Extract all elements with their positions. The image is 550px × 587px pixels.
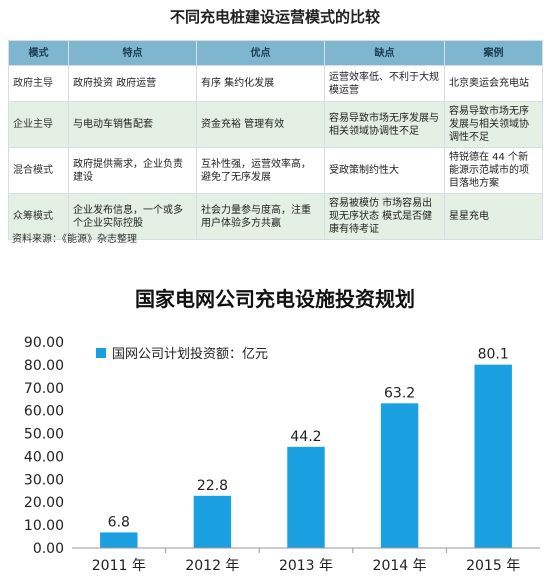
column-header: 特点 [68, 40, 197, 66]
legend-label: 国网公司计划投资额：亿元 [112, 347, 269, 362]
x-tick-label: 2013 年 [279, 558, 333, 574]
table-cell: 受政策制约性大 [324, 147, 445, 194]
y-tick-label: 60.00 [24, 404, 64, 420]
y-tick-label: 50.00 [24, 427, 64, 443]
y-tick-label: 10.00 [24, 518, 64, 534]
column-header: 案例 [444, 40, 543, 66]
bar [287, 446, 325, 548]
table-cell: 特锐德在 44 个新能源示范城市的项目落地方案 [444, 147, 543, 194]
table-title: 不同充电桩建设运营模式的比较 [169, 8, 380, 26]
bar-value-label: 6.8 [108, 514, 130, 530]
bar-value-label: 22.8 [197, 478, 228, 494]
table-row: 政府主导 政府投资 政府运营 有序 集约化发展 运营效率低、不利于大规模运营 北… [8, 65, 543, 102]
bar-value-label: 80.1 [478, 347, 509, 363]
table-row: 混合模式 政府提供需求，企业负责建设 互补性强，运营效率高，避免了无序发展 受政… [8, 147, 543, 194]
table-header-row: 模式 特点 优点 缺点 案例 [8, 40, 543, 66]
data-labels: 6.8 22.8 44.2 63.2 80.1 [108, 347, 509, 531]
comparison-table: 模式 特点 优点 缺点 案例 政府主导 政府投资 政府运营 有序 集约化发展 运… [8, 40, 543, 240]
x-tick-label: 2012 年 [185, 558, 239, 574]
bar [474, 364, 512, 548]
table-cell: 与电动车销售配套 [68, 101, 197, 148]
table-cell: 企业主导 [8, 101, 69, 148]
table-cell: 容易导致市场无序发展与相关领域协调性不足 [444, 101, 543, 148]
y-axis: 0.00 10.00 20.00 30.00 40.00 50.00 60.00 70.00 8… [24, 335, 64, 557]
column-header: 模式 [8, 40, 69, 66]
table-cell: 混合模式 [8, 147, 69, 194]
x-tick-label: 2011 年 [92, 558, 146, 574]
table-row: 众筹模式 企业发布信息，一个或多个企业实际控股 社会力量参与度高，注重用户体验多… [8, 193, 543, 240]
chart-title: 国家电网公司充电设施投资规划 [135, 287, 415, 311]
table-cell: 星星充电 [444, 193, 543, 240]
bar-value-label: 63.2 [384, 385, 415, 401]
y-tick-label: 90.00 [24, 335, 64, 351]
column-header: 优点 [196, 40, 325, 66]
y-tick-label: 40.00 [24, 449, 64, 465]
table-cell: 运营效率低、不利于大规模运营 [324, 65, 445, 102]
y-tick-label: 30.00 [24, 472, 64, 488]
bar [100, 532, 138, 548]
table-cell: 政府提供需求，企业负责建设 [68, 147, 197, 194]
table-cell: 容易导致市场无序发展与相关领域协调性不足 [324, 101, 445, 148]
x-axis: 2011 年 2012 年 2013 年 2014 年 2015 年 [72, 547, 540, 574]
y-tick-label: 80.00 [24, 358, 64, 374]
bar-value-label: 44.2 [290, 429, 321, 445]
table-cell: 社会力量参与度高，注重用户体验多方共赢 [196, 193, 325, 240]
table-cell: 北京奥运会充电站 [444, 65, 543, 102]
x-tick-label: 2015 年 [466, 558, 520, 574]
table-cell: 资金充裕 管理有效 [196, 101, 325, 148]
x-tick-label: 2014 年 [373, 558, 427, 574]
bar [380, 403, 419, 548]
bar-chart: 0.00 10.00 20.00 30.00 40.00 50.00 60.00 70.00 8… [24, 335, 540, 574]
source-note: 资料来源：《能源》杂志整理 [12, 234, 137, 245]
table-cell: 众筹模式 [8, 193, 69, 240]
table-cell: 容易被模仿 市场容易出现无序状态 模式是否健康有待考证 [324, 193, 445, 240]
y-tick-label: 70.00 [24, 381, 64, 397]
y-tick-label: 20.00 [24, 495, 64, 511]
table-cell: 政府投资 政府运营 [68, 65, 197, 102]
bar-series [100, 364, 512, 548]
y-tick-label: 0.00 [33, 541, 64, 557]
chart-legend: 国网公司计划投资额：亿元 [96, 343, 268, 362]
legend-swatch [96, 347, 106, 358]
column-header: 缺点 [324, 40, 445, 66]
table-cell: 互补性强，运营效率高，避免了无序发展 [196, 147, 325, 194]
table-row: 企业主导 与电动车销售配套 资金充裕 管理有效 容易导致市场无序发展与相关领域协… [8, 101, 543, 148]
table-cell: 有序 集约化发展 [196, 65, 325, 102]
bar [193, 495, 232, 548]
table-cell: 政府主导 [8, 65, 69, 102]
